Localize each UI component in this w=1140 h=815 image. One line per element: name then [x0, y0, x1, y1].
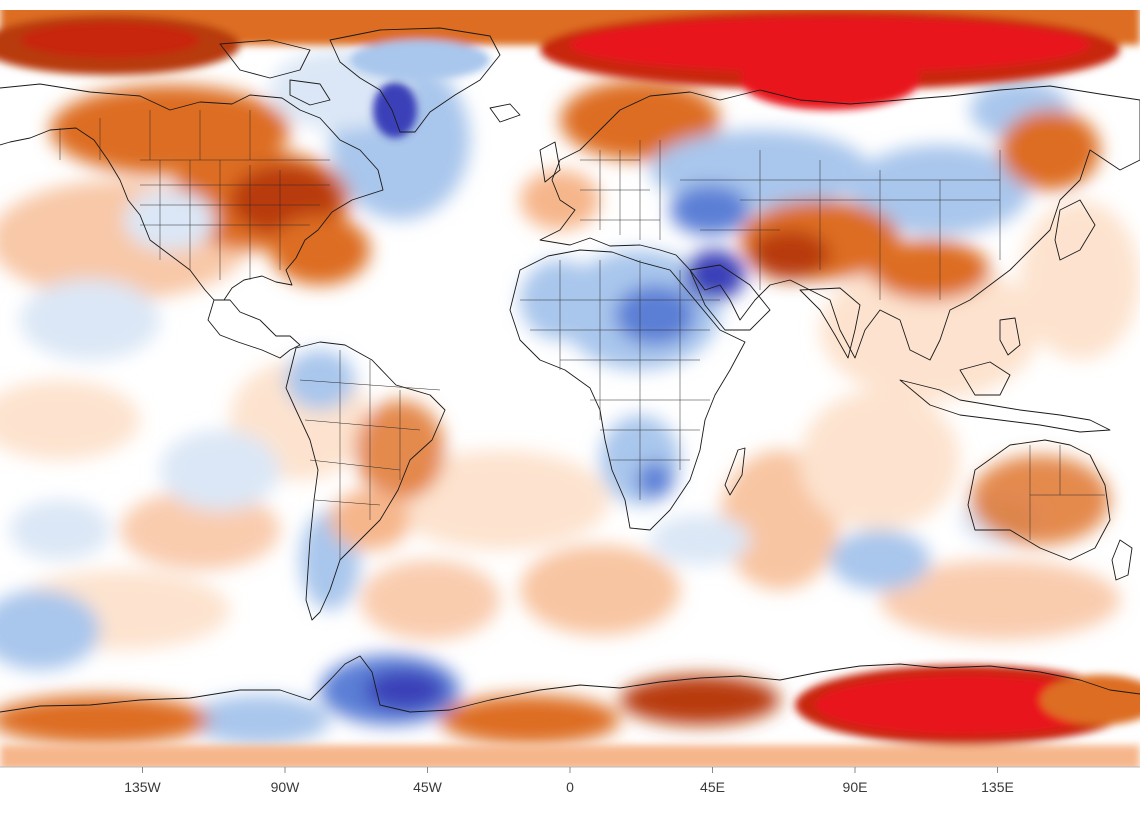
warm-patch — [0, 695, 210, 745]
cool-patch — [650, 515, 750, 565]
coastline-madagascar — [724, 447, 746, 496]
x-tick-label: 45W — [413, 779, 443, 795]
warm-patch — [360, 560, 500, 640]
x-tick-label: 45E — [700, 779, 725, 795]
warm-patch — [1020, 200, 1140, 360]
warm-patch — [1000, 110, 1100, 190]
coastline-arabia — [689, 264, 771, 331]
warm-patch — [20, 22, 200, 58]
cool-patch — [190, 695, 330, 745]
warm-patch — [520, 545, 680, 635]
warm-patch — [0, 745, 1140, 767]
coastline-arctic-islands — [219, 39, 331, 106]
coastline-north-america — [0, 83, 384, 359]
border-lines-australia — [1029, 445, 1105, 540]
cool-patch — [125, 190, 215, 250]
x-tick-label: 0 — [566, 779, 574, 795]
border-lines-europe — [580, 140, 661, 240]
coastline-indonesia — [899, 379, 1111, 433]
cool-patch — [615, 285, 695, 345]
coastline-borneo — [959, 361, 1011, 396]
warm-patch — [750, 230, 830, 280]
warm-patch — [1040, 675, 1140, 725]
warm-patch — [820, 260, 1040, 400]
x-tick-label: 90E — [843, 779, 868, 795]
cool-patch — [373, 82, 417, 138]
coastline-antarctica — [0, 655, 1140, 713]
warm-patch — [270, 215, 370, 285]
cool-patch — [685, 250, 745, 300]
warm-patch — [815, 675, 1115, 735]
cool-patch — [670, 185, 750, 235]
x-tick-label: 135W — [124, 779, 161, 795]
cool-patch — [20, 280, 160, 360]
cool-patch — [365, 670, 445, 710]
coastline-india — [799, 287, 861, 359]
cool-patch — [10, 500, 110, 560]
border-lines-asia — [680, 150, 1001, 300]
coastline-africa — [509, 249, 746, 531]
warm-patch — [50, 85, 290, 175]
cool-patch — [830, 530, 930, 590]
warm-patch — [620, 675, 780, 725]
warm-patch — [880, 560, 1120, 640]
cool-patch — [160, 430, 280, 510]
x-tick-label: 90W — [271, 779, 301, 795]
warm-patch — [870, 240, 990, 300]
warm-patch — [740, 50, 920, 110]
border-lines-africa — [520, 260, 720, 500]
cool-patch — [0, 590, 100, 670]
x-tick-label: 135E — [981, 779, 1014, 795]
coastline-new-zealand — [1111, 539, 1133, 581]
warm-patch — [440, 695, 620, 745]
coastline-eurasia — [539, 85, 1140, 361]
coastline-philippines — [999, 317, 1021, 356]
coastline-uk — [539, 141, 561, 183]
coastline-greenland — [329, 27, 501, 133]
warm-patch — [970, 455, 1110, 545]
warm-patch — [560, 80, 720, 160]
cool-patch — [350, 40, 490, 80]
border-lines-canada — [59, 110, 251, 160]
warm-patch — [120, 490, 280, 570]
warm-patch — [0, 380, 140, 460]
cool-patch — [637, 462, 673, 498]
warm-patch — [800, 390, 960, 530]
cool-patch — [285, 350, 355, 410]
coastline-australia — [967, 439, 1111, 561]
coastline-japan — [1054, 199, 1096, 261]
border-lines-south-america — [299, 350, 441, 560]
coastline-iceland — [489, 103, 521, 123]
border-lines-us — [140, 159, 330, 280]
warm-patch — [390, 450, 610, 550]
x-axis-ticks: 135W 90W 45W 0 45E 90E 135E — [124, 767, 1014, 795]
warm-patch — [570, 17, 1090, 73]
